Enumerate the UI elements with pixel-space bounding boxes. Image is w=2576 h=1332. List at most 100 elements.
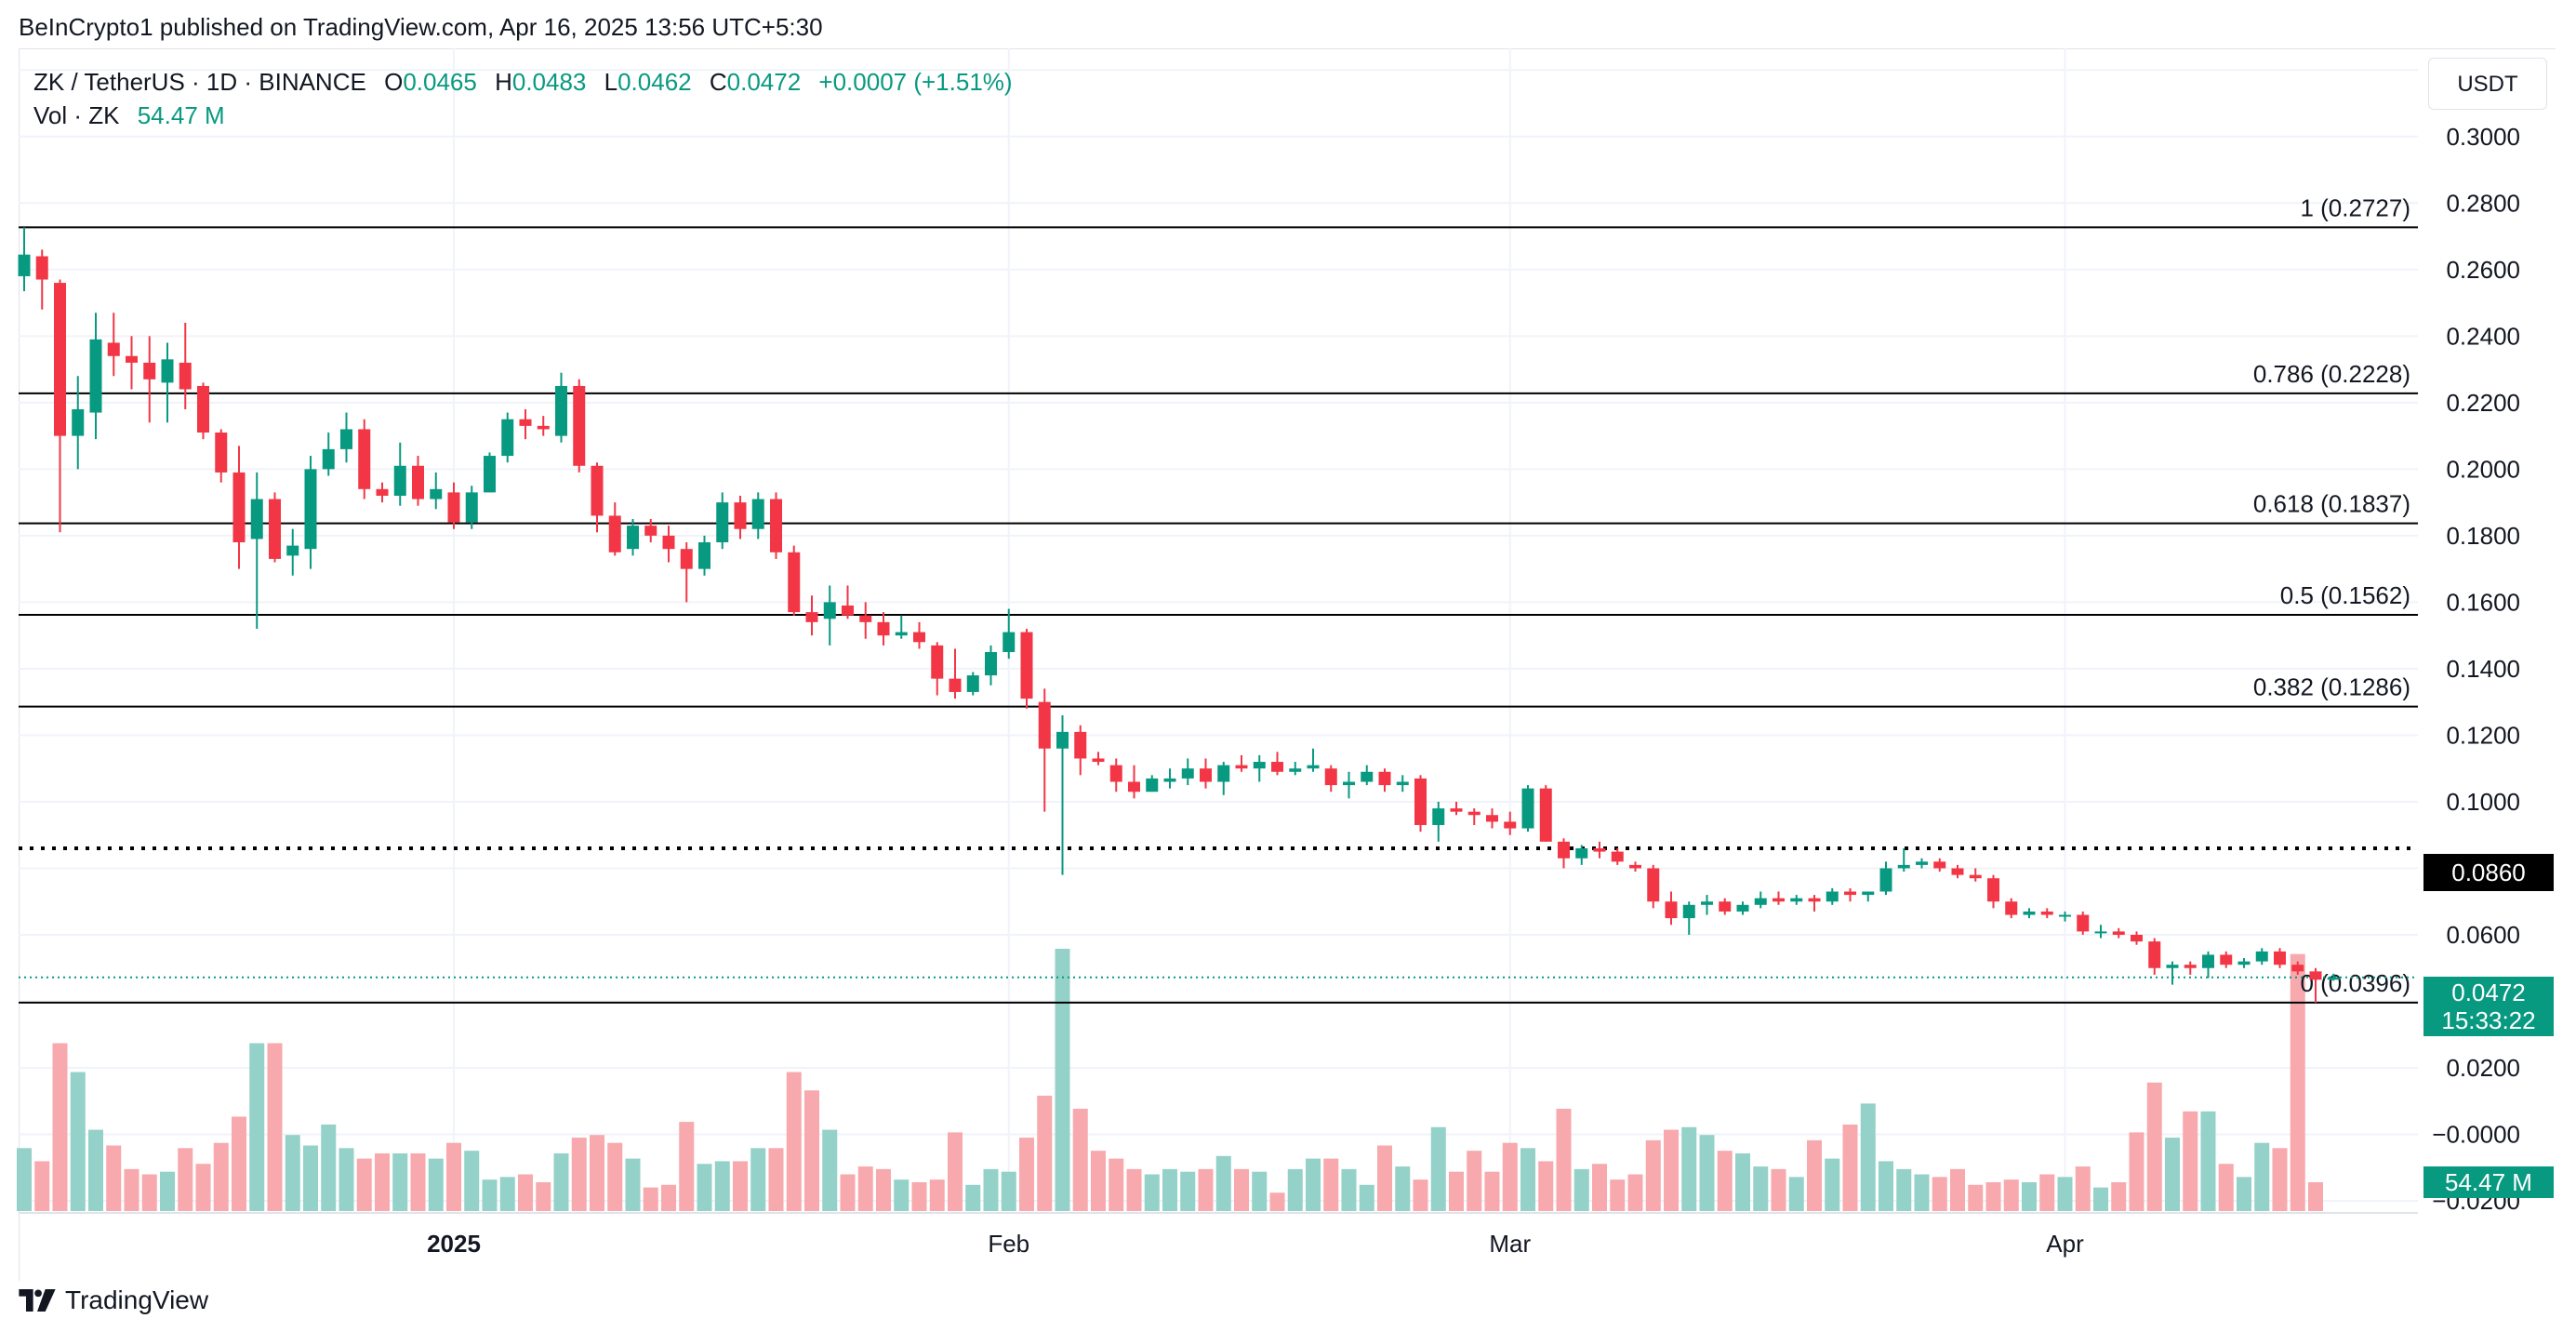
candle-body — [1951, 868, 1964, 875]
candle-body — [2166, 965, 2179, 968]
candle-body — [393, 465, 406, 496]
volume-bar — [929, 1179, 945, 1211]
last-price-badge: 0.0472 15:33:22 — [2423, 977, 2554, 1036]
volume-bar — [661, 1184, 676, 1211]
candle-body — [1092, 758, 1105, 763]
candle-body — [1593, 848, 1606, 852]
low-value: 0.0462 — [617, 68, 692, 96]
volume-bar — [1072, 1109, 1088, 1211]
candle-body — [2184, 965, 2197, 968]
currency-selector[interactable]: USDT — [2428, 58, 2547, 110]
candle-body — [269, 499, 281, 559]
candle-body — [1056, 731, 1069, 749]
price-axis: 0.32000.30000.28000.26000.24000.22000.20… — [2432, 56, 2520, 1215]
volume-bar — [1788, 1177, 1804, 1211]
price-tick-label: 0.1000 — [2446, 788, 2520, 816]
candle-body — [1038, 701, 1051, 749]
candle-body — [788, 552, 801, 613]
price-tick-label: 0.2600 — [2446, 256, 2520, 284]
candle-body — [2327, 977, 2340, 980]
candle-body — [1378, 771, 1391, 786]
time-tick-label: 2025 — [427, 1230, 481, 1258]
brand-name: TradingView — [65, 1285, 209, 1314]
volume-bar — [1610, 1179, 1626, 1211]
volume-bar — [2254, 1142, 2270, 1211]
volume-bar — [1198, 1168, 1214, 1211]
candle-body — [573, 385, 586, 466]
candle-body — [1450, 808, 1463, 812]
candle-body — [1933, 861, 1946, 869]
tradingview-brand[interactable]: TradingView — [19, 1285, 208, 1315]
volume-bar — [1573, 1168, 1589, 1211]
volume-bar — [876, 1168, 891, 1211]
symbol-title[interactable]: ZK / TetherUS · 1D · BINANCE — [33, 68, 366, 96]
volume-bar — [1968, 1184, 1984, 1211]
candle-body — [1128, 781, 1140, 793]
volume-bar — [1985, 1181, 2001, 1211]
candle-body — [2202, 954, 2214, 968]
candle-body — [2148, 941, 2161, 968]
candle-body — [2040, 911, 2053, 915]
candle-body — [1719, 901, 1732, 912]
volume-bar — [106, 1145, 122, 1211]
volume-bar — [410, 1152, 426, 1211]
volume-bar — [1735, 1152, 1750, 1211]
candle-body — [1844, 891, 1856, 896]
volume-bar — [2290, 953, 2305, 1211]
change-value: +0.0007 (+1.51%) — [818, 68, 1013, 96]
volume-bar — [1109, 1158, 1124, 1211]
volume-bar — [1502, 1142, 1518, 1211]
volume-bar — [1484, 1171, 1500, 1211]
candle-body — [698, 542, 710, 569]
tradingview-logo-icon — [19, 1289, 56, 1312]
countdown-timer: 15:33:22 — [2441, 1006, 2536, 1034]
candle-body — [1754, 898, 1767, 905]
candle-body — [18, 254, 31, 276]
volume-bar — [2183, 1111, 2198, 1211]
candle-body — [895, 632, 908, 636]
volume-bar — [2022, 1181, 2037, 1211]
volume-bar — [195, 1164, 211, 1211]
candle-body — [2077, 914, 2090, 932]
candle-body — [430, 488, 443, 500]
fib-label: 0.5 (0.1562) — [2280, 581, 2410, 609]
volume-bar — [339, 1148, 354, 1211]
volume-bar — [249, 1043, 265, 1211]
volume-bar — [911, 1181, 927, 1211]
candle-body — [680, 549, 693, 569]
volume-bar — [965, 1184, 981, 1211]
candle-body — [1736, 904, 1749, 912]
volume-bar — [499, 1177, 515, 1211]
candle-body — [304, 469, 317, 550]
volume-bar — [1842, 1124, 1858, 1211]
volume-badge: 54.47 M — [2423, 1166, 2554, 1198]
candle-body — [447, 492, 460, 523]
volume-bar — [518, 1174, 533, 1211]
candle-body — [1181, 768, 1194, 779]
candle-body — [1987, 878, 1999, 902]
volume-bar — [356, 1158, 372, 1211]
volume-bar — [536, 1181, 551, 1211]
candle-body — [985, 652, 997, 676]
last-price-value: 0.0472 — [2451, 979, 2526, 1006]
price-tick-label: 0.1400 — [2446, 655, 2520, 683]
volume-bar — [1449, 1171, 1464, 1211]
volume-bar — [607, 1142, 623, 1211]
volume-bar — [1592, 1164, 1607, 1211]
candle-body — [1521, 788, 1534, 829]
level-badge: 0.0860 — [2423, 854, 2554, 891]
volume-bar — [2200, 1111, 2216, 1211]
candle-body — [2023, 911, 2036, 915]
volume-bar — [2003, 1179, 2019, 1211]
candle-body — [107, 342, 120, 356]
time-axis: 2025 Feb Mar Apr — [19, 1212, 2418, 1258]
volume-bar — [124, 1168, 139, 1211]
candle-body — [322, 448, 335, 470]
candle-body — [2005, 901, 2018, 915]
volume-bar — [1699, 1135, 1715, 1211]
candle-body — [734, 502, 747, 529]
volume-label[interactable]: Vol · ZK — [33, 101, 120, 129]
volume-row: Vol · ZK 54.47 M — [33, 99, 1013, 132]
price-tick-label: 0.3000 — [2446, 123, 2520, 151]
